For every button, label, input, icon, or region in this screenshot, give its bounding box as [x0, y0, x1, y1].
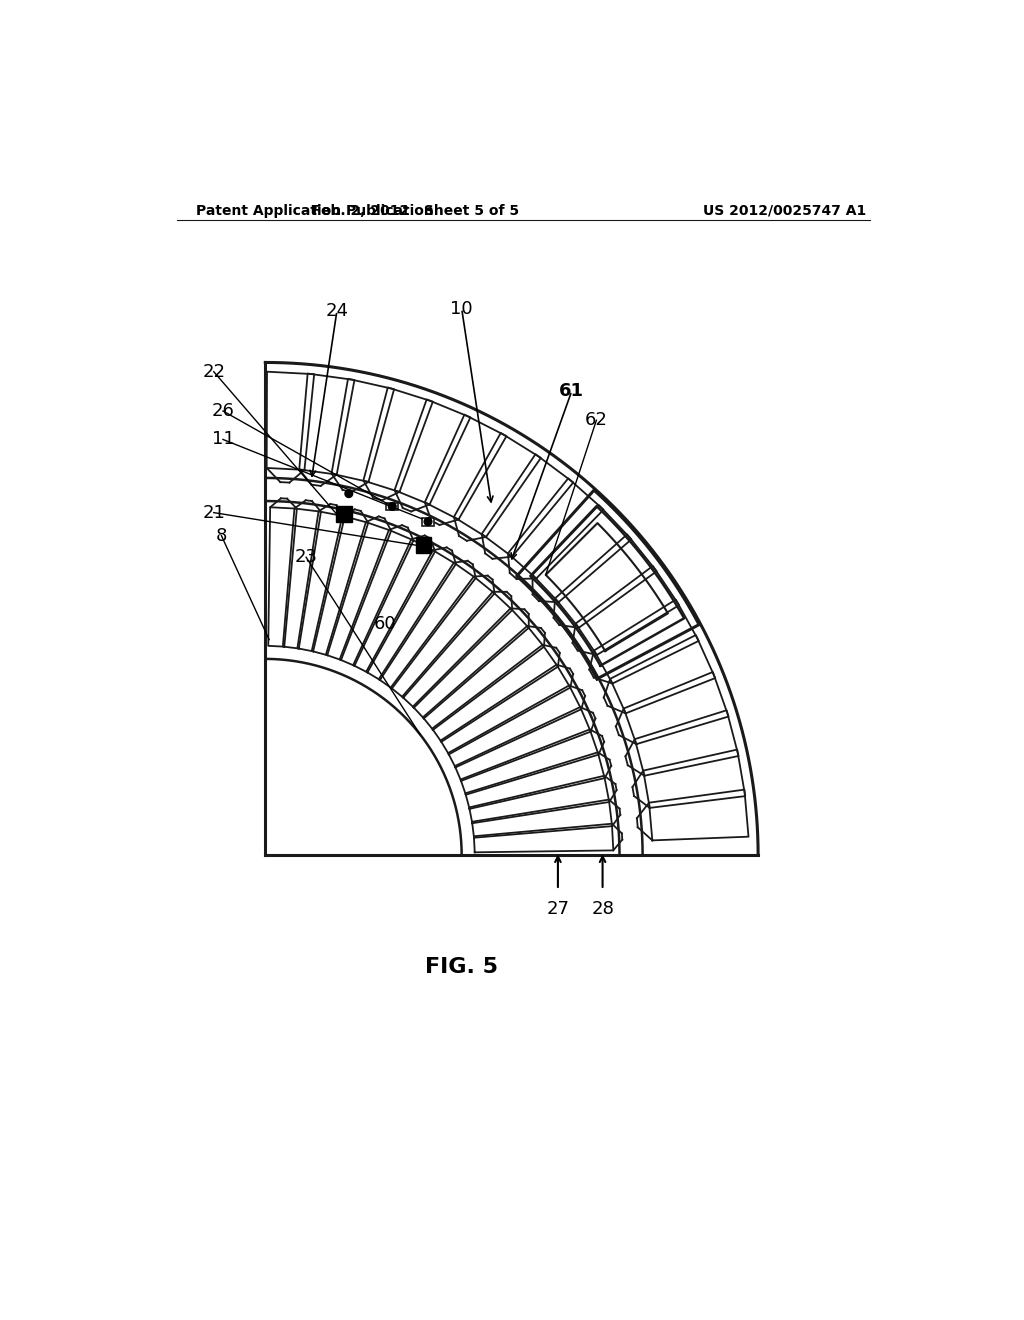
Text: 62: 62: [585, 412, 608, 429]
Polygon shape: [394, 400, 470, 504]
Text: US 2012/0025747 A1: US 2012/0025747 A1: [703, 203, 866, 218]
Polygon shape: [461, 730, 598, 795]
Polygon shape: [283, 508, 321, 648]
Text: 8: 8: [216, 527, 227, 545]
Polygon shape: [555, 535, 656, 628]
Polygon shape: [440, 665, 570, 754]
Polygon shape: [643, 750, 745, 808]
Polygon shape: [432, 645, 558, 742]
Polygon shape: [449, 685, 582, 767]
Polygon shape: [391, 577, 495, 698]
Polygon shape: [268, 507, 297, 647]
Polygon shape: [266, 372, 314, 470]
Text: 61: 61: [559, 381, 585, 400]
Text: FIG. 5: FIG. 5: [425, 957, 498, 977]
Polygon shape: [413, 609, 528, 718]
Polygon shape: [610, 635, 715, 713]
Bar: [386, 503, 398, 511]
Polygon shape: [465, 752, 605, 809]
Polygon shape: [469, 776, 609, 824]
Polygon shape: [508, 478, 603, 578]
Polygon shape: [367, 550, 456, 680]
Circle shape: [388, 503, 396, 511]
Polygon shape: [297, 511, 345, 651]
Polygon shape: [624, 672, 728, 744]
Polygon shape: [332, 379, 394, 482]
Text: 23: 23: [295, 548, 317, 566]
Circle shape: [345, 490, 352, 498]
Text: 26: 26: [212, 403, 234, 420]
Text: 60: 60: [374, 615, 396, 634]
Polygon shape: [353, 540, 435, 672]
Text: 22: 22: [202, 363, 225, 380]
Polygon shape: [472, 800, 612, 838]
Polygon shape: [594, 599, 698, 684]
Polygon shape: [326, 523, 391, 660]
Text: Feb. 2, 2012   Sheet 5 of 5: Feb. 2, 2012 Sheet 5 of 5: [312, 203, 519, 218]
Text: 24: 24: [326, 302, 348, 319]
Polygon shape: [575, 566, 679, 655]
Polygon shape: [635, 710, 738, 776]
Polygon shape: [423, 626, 544, 730]
Text: 28: 28: [591, 900, 614, 917]
Polygon shape: [425, 414, 507, 520]
Polygon shape: [454, 433, 541, 537]
Polygon shape: [299, 374, 354, 475]
Polygon shape: [311, 516, 369, 655]
Bar: [337, 506, 352, 521]
Text: 27: 27: [547, 900, 569, 917]
Text: 11: 11: [212, 430, 234, 449]
Polygon shape: [379, 562, 476, 689]
Polygon shape: [649, 789, 749, 841]
Polygon shape: [481, 454, 573, 557]
Bar: [422, 517, 434, 525]
Polygon shape: [364, 388, 433, 492]
Polygon shape: [340, 529, 414, 665]
Text: 10: 10: [451, 300, 473, 318]
Polygon shape: [474, 824, 613, 853]
Polygon shape: [532, 506, 632, 602]
Text: 21: 21: [203, 504, 225, 521]
Bar: [416, 537, 431, 553]
Polygon shape: [402, 591, 512, 708]
Circle shape: [424, 517, 432, 525]
Text: Patent Application Publication: Patent Application Publication: [196, 203, 434, 218]
Polygon shape: [455, 708, 591, 781]
